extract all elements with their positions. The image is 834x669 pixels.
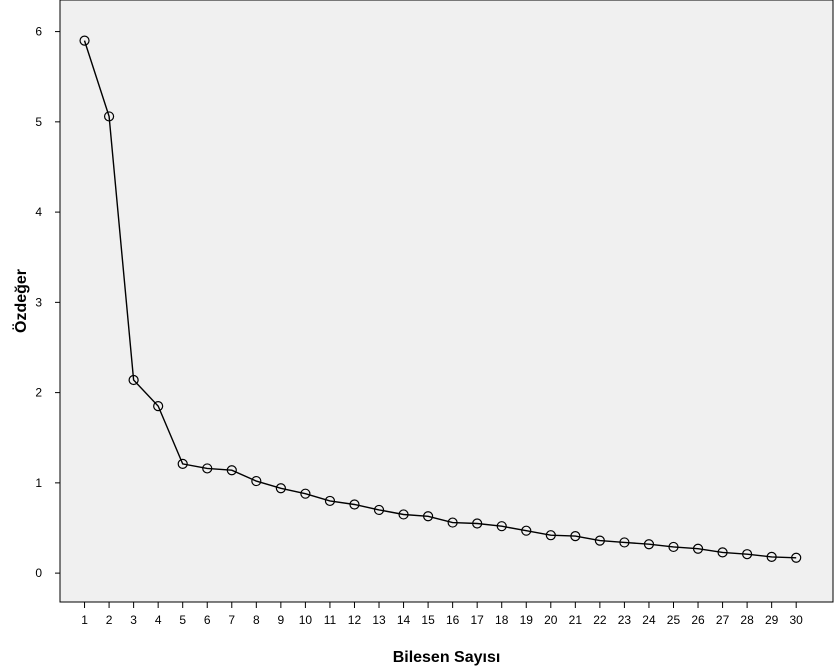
x-tick-label: 24 — [642, 613, 656, 627]
y-tick-label: 6 — [35, 25, 42, 39]
x-tick-label: 8 — [253, 613, 260, 627]
y-axis: 0 1 2 3 4 5 6 — [35, 25, 60, 580]
x-tick-label: 9 — [278, 613, 285, 627]
data-point — [619, 537, 630, 548]
data-point — [570, 531, 581, 542]
data-point — [472, 518, 483, 529]
data-point — [447, 517, 458, 528]
x-tick-label: 20 — [544, 613, 558, 627]
data-point — [643, 539, 655, 550]
data-point — [692, 543, 704, 554]
x-tick-label: 1 — [81, 613, 88, 627]
x-tick-label: 11 — [324, 613, 337, 627]
x-tick-label: 5 — [179, 613, 186, 627]
x-tick-label: 22 — [593, 613, 607, 627]
x-tick-label: 23 — [618, 613, 632, 627]
data-point — [324, 495, 336, 507]
y-tick-label: 3 — [35, 295, 42, 309]
data-point — [791, 552, 802, 563]
x-axis: 1 2 3 4 5 6 7 8 9 10 11 12 13 14 15 16 17 18 19 20 21 22 23 24 2… — [81, 602, 803, 627]
x-tick-label: 3 — [130, 613, 137, 627]
y-tick-label: 5 — [35, 115, 42, 129]
data-point — [177, 458, 188, 470]
y-tick-label: 4 — [35, 205, 42, 219]
data-point — [521, 525, 532, 536]
x-tick-label: 7 — [228, 613, 235, 627]
x-tick-label: 15 — [421, 613, 435, 627]
x-tick-label: 10 — [299, 613, 313, 627]
x-tick-label: 13 — [372, 613, 386, 627]
data-point — [766, 551, 777, 562]
x-tick-label: 2 — [106, 613, 113, 627]
data-point — [153, 401, 164, 412]
data-point — [496, 521, 507, 532]
data-point — [373, 504, 385, 516]
x-tick-label: 21 — [569, 613, 583, 627]
data-point — [742, 549, 753, 560]
x-tick-label: 27 — [716, 613, 730, 627]
x-tick-label: 19 — [520, 613, 534, 627]
data-point — [422, 511, 434, 522]
data-point — [594, 535, 605, 546]
data-point — [202, 463, 213, 474]
x-tick-label: 17 — [470, 613, 484, 627]
data-point — [226, 465, 237, 476]
x-tick-label: 25 — [667, 613, 681, 627]
data-point — [128, 374, 139, 386]
data-point — [103, 111, 115, 122]
y-tick-label: 1 — [35, 476, 42, 490]
x-tick-label: 29 — [765, 613, 779, 627]
data-point — [668, 541, 679, 553]
x-tick-label: 6 — [204, 613, 211, 627]
y-axis-title: Özdeğer — [11, 269, 30, 333]
plot-area — [59, 0, 834, 603]
data-point — [275, 483, 286, 494]
x-tick-label: 28 — [740, 613, 754, 627]
data-point — [79, 35, 90, 46]
x-tick-label: 26 — [691, 613, 705, 627]
x-axis-title: Bilesen Sayısı — [393, 649, 501, 666]
x-tick-label: 4 — [155, 613, 162, 627]
x-tick-label: 30 — [790, 613, 804, 627]
x-tick-label: 14 — [397, 613, 411, 627]
x-tick-label: 16 — [446, 613, 460, 627]
data-points — [79, 35, 802, 563]
data-point — [251, 475, 262, 487]
data-point — [717, 547, 728, 558]
x-tick-label: 18 — [495, 613, 509, 627]
data-point — [300, 488, 311, 499]
y-tick-label: 0 — [35, 566, 42, 580]
data-point — [545, 530, 556, 541]
x-tick-label: 12 — [348, 613, 362, 627]
data-point — [349, 499, 360, 510]
data-point — [398, 509, 409, 520]
y-tick-label: 2 — [35, 386, 42, 400]
